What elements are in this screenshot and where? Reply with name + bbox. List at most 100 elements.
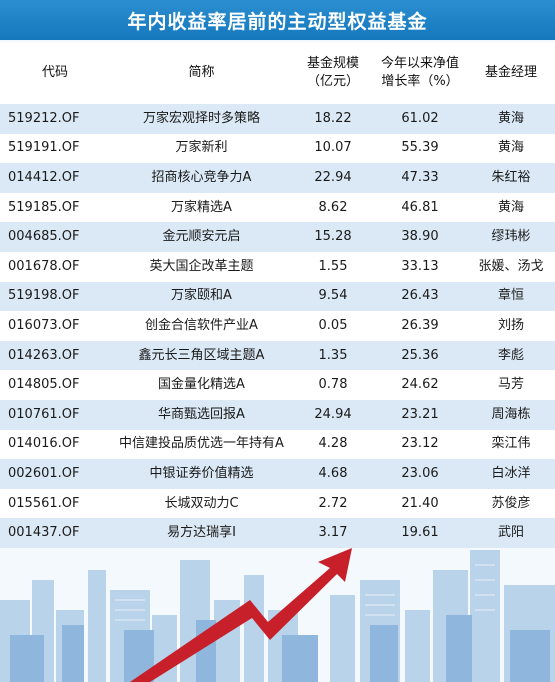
table-row: 519212.OF 万家宏观择时多策略 18.22 61.02 黄海 [0, 104, 555, 134]
cell-growth: 33.13 [401, 258, 439, 274]
cell-name: 金元顺安元启 [162, 229, 241, 245]
cell-scale: 24.94 [314, 406, 352, 422]
cell-code: 519191.OF [8, 140, 80, 156]
table-row: 519185.OF 万家精选A 8.62 46.81 黄海 [0, 192, 555, 223]
page-title: 年内收益率居前的主动型权益基金 [0, 0, 555, 40]
cell-growth: 26.43 [401, 288, 439, 304]
table-row: 519198.OF 万家颐和A 9.54 26.43 章恒 [0, 281, 555, 312]
cell-code: 519212.OF [8, 110, 80, 126]
cell-growth: 23.12 [401, 436, 439, 452]
cell-scale: 3.17 [318, 525, 348, 541]
rising-arrow-icon [130, 548, 352, 682]
cell-growth: 19.61 [401, 525, 439, 541]
cell-name: 英大国企改革主题 [149, 258, 254, 274]
cell-code: 014412.OF [8, 169, 80, 185]
cell-scale: 18.22 [314, 110, 352, 126]
cell-growth: 24.62 [401, 377, 439, 393]
cell-manager: 缪玮彬 [491, 229, 531, 245]
cell-name: 中信建投品质优选一年持有A [119, 436, 284, 452]
cell-name: 创金合信软件产业A [145, 317, 258, 333]
cell-scale: 2.72 [318, 495, 348, 511]
header-code: 代码 [41, 65, 68, 80]
cell-code: 014016.OF [8, 436, 80, 452]
cell-code: 001437.OF [8, 525, 80, 541]
header-manager: 基金经理 [484, 65, 537, 80]
cell-name: 万家颐和A [171, 288, 232, 304]
header-scale-line1: 基金规模 [306, 56, 359, 71]
cell-name: 长城双动力C [164, 495, 239, 511]
cell-manager: 李彪 [497, 347, 524, 363]
cell-code: 519198.OF [8, 288, 80, 304]
cell-scale: 15.28 [314, 229, 352, 245]
cell-name: 万家宏观择时多策略 [142, 110, 260, 126]
cell-manager: 苏俊彦 [491, 495, 531, 511]
table-row: 004685.OF 金元顺安元启 15.28 38.90 缪玮彬 [0, 222, 555, 252]
table-row: 001437.OF 易方达瑞享I 3.17 19.61 武阳 [0, 518, 555, 548]
cell-manager: 周海栋 [491, 406, 531, 422]
table-row: 015561.OF 长城双动力C 2.72 21.40 苏俊彦 [0, 488, 555, 519]
cell-growth: 26.39 [401, 317, 439, 333]
cell-name: 中银证券价值精选 [149, 465, 254, 481]
cell-name: 万家精选A [171, 199, 232, 215]
cell-name: 易方达瑞享I [167, 525, 236, 541]
cell-scale: 4.28 [318, 436, 348, 452]
table-body: 519212.OF 万家宏观择时多策略 18.22 61.02 黄海 51919… [0, 104, 555, 548]
table-row: 519191.OF 万家新利 10.07 55.39 黄海 [0, 133, 555, 164]
cell-scale: 0.05 [318, 317, 348, 333]
table-row: 014016.OF 中信建投品质优选一年持有A 4.28 23.12 栾江伟 [0, 429, 555, 460]
city-skyline [0, 548, 555, 682]
cell-manager: 白冰洋 [491, 465, 531, 481]
table-row: 014263.OF 鑫元长三角区域主题A 1.35 25.36 李彪 [0, 340, 555, 371]
table-row: 002601.OF 中银证券价值精选 4.68 23.06 白冰洋 [0, 459, 555, 489]
table-row: 014805.OF 国金量化精选A 0.78 24.62 马芳 [0, 370, 555, 400]
cell-name: 万家新利 [175, 140, 228, 156]
fund-table: 年内收益率居前的主动型权益基金 代码 简称 基金规模 （亿元） 今年以来净值 增… [0, 0, 555, 548]
cell-scale: 22.94 [314, 169, 352, 185]
cell-code: 519185.OF [8, 199, 80, 215]
cell-manager: 刘扬 [497, 317, 524, 333]
cell-scale: 10.07 [314, 140, 352, 156]
cell-code: 014263.OF [8, 347, 80, 363]
header-growth-line2: 增长率（%） [381, 74, 459, 89]
cell-growth: 23.06 [401, 465, 439, 481]
cell-scale: 8.62 [318, 199, 348, 215]
cell-name: 国金量化精选A [158, 377, 245, 393]
table-header: 代码 简称 基金规模 （亿元） 今年以来净值 增长率（%） 基金经理 [0, 42, 555, 104]
header-growth-line1: 今年以来净值 [380, 56, 459, 71]
cell-growth: 55.39 [401, 140, 439, 156]
cell-manager: 朱红裕 [491, 169, 531, 185]
cell-growth: 61.02 [401, 110, 439, 126]
header-scale-line2: （亿元） [306, 74, 359, 89]
cell-growth: 23.21 [401, 406, 439, 422]
cell-name: 华商甄选回报A [158, 406, 245, 422]
cell-growth: 25.36 [401, 347, 439, 363]
cell-code: 002601.OF [8, 465, 80, 481]
cell-scale: 9.54 [318, 288, 348, 304]
cell-scale: 1.35 [318, 347, 348, 363]
cell-name: 鑫元长三角区域主题A [138, 347, 265, 363]
table-row: 010761.OF 华商甄选回报A 24.94 23.21 周海栋 [0, 399, 555, 430]
table-row: 016073.OF 创金合信软件产业A 0.05 26.39 刘扬 [0, 311, 555, 341]
cell-code: 010761.OF [8, 406, 80, 422]
cell-manager: 黄海 [497, 110, 524, 126]
cell-manager: 马芳 [497, 377, 524, 393]
cell-code: 015561.OF [8, 495, 80, 511]
cell-manager: 武阳 [497, 525, 524, 541]
cell-code: 016073.OF [8, 317, 80, 333]
cell-manager: 章恒 [497, 288, 524, 304]
cell-manager: 黄海 [497, 199, 524, 215]
cell-manager: 黄海 [497, 140, 524, 156]
cell-growth: 47.33 [401, 169, 439, 185]
header-name: 简称 [188, 65, 215, 80]
table-row: 001678.OF 英大国企改革主题 1.55 33.13 张媛、汤戈 [0, 251, 555, 282]
cell-scale: 4.68 [318, 465, 348, 481]
header-scale: 基金规模 （亿元） [293, 42, 373, 104]
cell-code: 004685.OF [8, 229, 80, 245]
header-growth: 今年以来净值 增长率（%） [373, 42, 467, 104]
cell-growth: 38.90 [401, 229, 439, 245]
cell-code: 014805.OF [8, 377, 80, 393]
cell-growth: 46.81 [401, 199, 439, 215]
table-row: 014412.OF 招商核心竞争力A 22.94 47.33 朱红裕 [0, 163, 555, 193]
cell-scale: 0.78 [318, 377, 348, 393]
